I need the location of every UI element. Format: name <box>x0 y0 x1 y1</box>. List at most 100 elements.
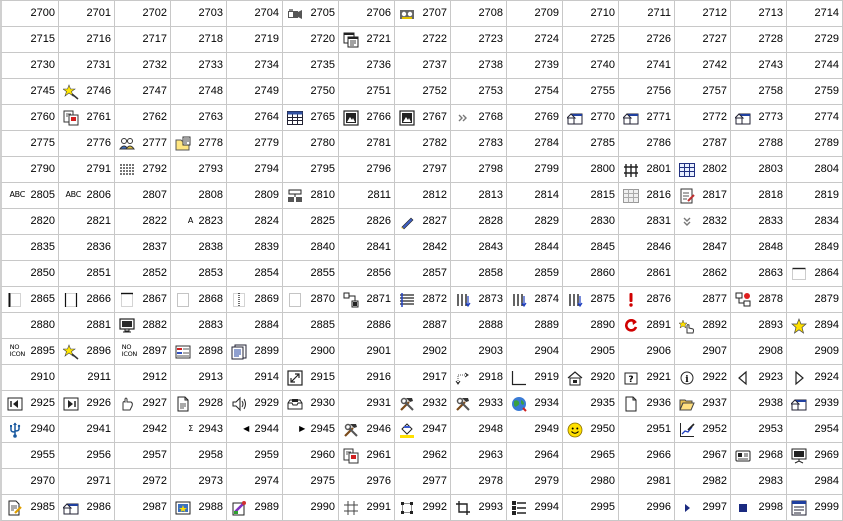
grid-cell: 2793 <box>171 157 227 183</box>
cell-number: 2787 <box>702 137 727 149</box>
grid-cell: Σ 2943 <box>171 417 227 443</box>
cell-number: 2730 <box>30 59 55 71</box>
cell-number: 2867 <box>142 293 167 305</box>
cell-number: 2834 <box>814 215 839 227</box>
cell-number: 2789 <box>814 137 839 149</box>
cell-number: 2774 <box>814 111 839 123</box>
cell-number: 2880 <box>30 319 55 331</box>
cell-number: 2939 <box>814 397 839 409</box>
grid-cell: 2788 <box>731 131 787 157</box>
cell-number: 2841 <box>366 241 391 253</box>
grid-cell: 2916 <box>339 365 395 391</box>
grid-cell: 2729 <box>787 27 843 53</box>
cell-number: 2879 <box>814 293 839 305</box>
glyph-icon: ◀ <box>243 424 249 433</box>
cell-number: 2857 <box>422 267 447 279</box>
cell-number: 2712 <box>702 7 727 19</box>
grid-cell: 2959 <box>227 443 283 469</box>
grid-cell: 2790 <box>0 157 59 183</box>
grid-cell: 2898 <box>171 339 227 365</box>
grid-cell: 2808 <box>171 183 227 209</box>
grid-cell: 2883 <box>171 313 227 339</box>
grid-cell: 2878 <box>731 287 787 313</box>
table-icon <box>287 110 303 126</box>
cell-number: 2830 <box>590 215 615 227</box>
presentation-icon <box>791 448 807 464</box>
double-chevron-right-icon <box>455 110 471 126</box>
grid-cell: 2964 <box>507 443 563 469</box>
cell-number: 2904 <box>534 345 559 357</box>
cell-number: 2810 <box>310 189 335 201</box>
cell-number: 2872 <box>422 293 447 305</box>
cell-number: 2854 <box>254 267 279 279</box>
grid-cell: 2787 <box>675 131 731 157</box>
grid-cell: 2732 <box>115 53 171 79</box>
grid-cell: 2774 <box>787 105 843 131</box>
copy-pages-icon <box>343 448 359 464</box>
cell-number: 2919 <box>534 371 559 383</box>
align-lines-icon <box>399 292 415 308</box>
cell-number: 2701 <box>86 7 111 19</box>
grid-cell: 2950 <box>563 417 619 443</box>
grid-cell: 2919 <box>507 365 563 391</box>
cell-number: 2969 <box>814 449 839 461</box>
cell-number: 2859 <box>534 267 559 279</box>
cell-number: 2847 <box>702 241 727 253</box>
cell-number: 2706 <box>366 7 391 19</box>
grid-cell: 2708 <box>451 1 507 27</box>
grid-cell: 2745 <box>0 79 59 105</box>
grid-cell: 2713 <box>731 1 787 27</box>
smiley-icon <box>567 422 583 438</box>
cell-number: 2955 <box>30 449 55 461</box>
grid-cell: 2752 <box>395 79 451 105</box>
cell-number: 2993 <box>478 501 503 513</box>
grid-cell: 2947 <box>395 417 451 443</box>
grid-cell: 2996 <box>619 495 675 521</box>
cell-number: 2790 <box>30 163 55 175</box>
grid-cell: 2889 <box>507 313 563 339</box>
grid-cell: NO ICON 2897 <box>115 339 171 365</box>
grid-cell: 2711 <box>619 1 675 27</box>
grid-cell: 2775 <box>0 131 59 157</box>
grid-cell: 2979 <box>507 469 563 495</box>
cell-number: 2817 <box>702 189 727 201</box>
grid-cell: 2899 <box>227 339 283 365</box>
cell-number: 2736 <box>366 59 391 71</box>
grid-cell: 2731 <box>59 53 115 79</box>
cell-number: 2934 <box>534 397 559 409</box>
grid-cell: 2853 <box>171 261 227 287</box>
grid-cell: 2923 <box>731 365 787 391</box>
glyph-icon: A <box>187 216 193 225</box>
cell-number: 2990 <box>310 501 335 513</box>
grid-cell: NO ICON 2895 <box>0 339 59 365</box>
glyph-icon: ABC <box>9 190 25 199</box>
cell-number: 2829 <box>534 215 559 227</box>
cell-number: 2707 <box>422 7 447 19</box>
grid-cell: 2860 <box>563 261 619 287</box>
cell-number: 2986 <box>86 501 111 513</box>
grid-cell: 2803 <box>731 157 787 183</box>
grid-cell: 2961 <box>339 443 395 469</box>
grid-cell: 2985 <box>0 495 59 521</box>
grid-cell: 2955 <box>0 443 59 469</box>
yellow-star-icon <box>791 318 807 334</box>
cell-number: 2954 <box>814 423 839 435</box>
grid-cell: 2770 <box>563 105 619 131</box>
cell-number: 2923 <box>758 371 783 383</box>
grid-cell: 2940 <box>0 417 59 443</box>
cell-number: 2851 <box>86 267 111 279</box>
cell-number: 2820 <box>30 215 55 227</box>
glyph-icon: NO ICON <box>9 343 26 358</box>
cell-number: 2714 <box>814 7 839 19</box>
grid-cell: 2953 <box>731 417 787 443</box>
grid-cell: 2954 <box>787 417 843 443</box>
grid-cell: 2719 <box>227 27 283 53</box>
cell-number: 2935 <box>590 397 615 409</box>
grid-cell: 2911 <box>59 365 115 391</box>
grid-cell: 2863 <box>731 261 787 287</box>
cell-number: 2822 <box>142 215 167 227</box>
grid-cell: 2893 <box>731 313 787 339</box>
grid-cell: 2721 <box>339 27 395 53</box>
grid-cell: 2971 <box>59 469 115 495</box>
